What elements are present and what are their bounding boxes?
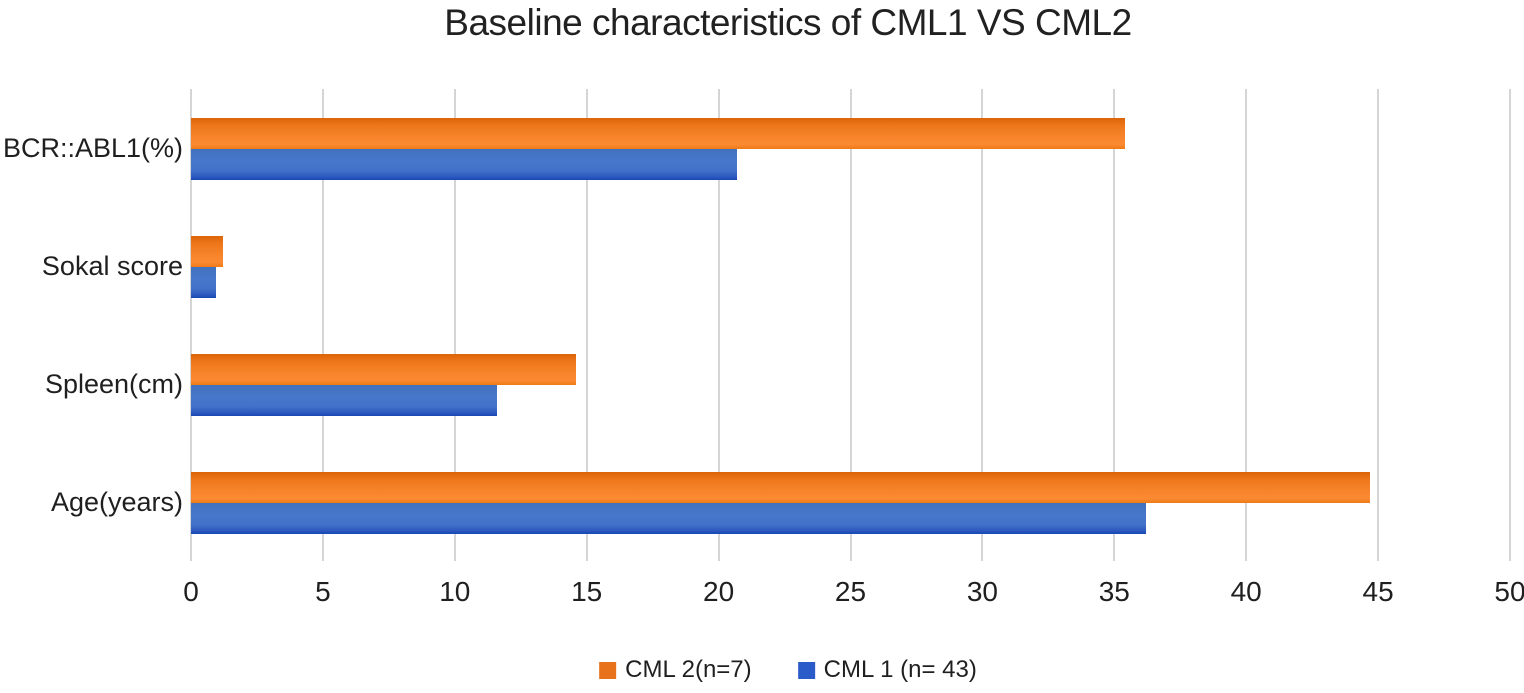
gridline xyxy=(190,89,192,561)
x-tick-label: 30 xyxy=(966,576,998,607)
bar-cml1-0 xyxy=(191,149,738,180)
x-tick-label: 15 xyxy=(571,576,603,607)
x-tick-label: 20 xyxy=(703,576,735,607)
x-tick-label: 50 xyxy=(1494,576,1524,607)
gridline xyxy=(1113,89,1116,561)
bar-cml1-3 xyxy=(191,503,1146,534)
bar-cml2-2 xyxy=(191,354,577,385)
gridline xyxy=(321,89,324,561)
legend-label-cml2: CML 2(n=7) xyxy=(625,656,752,683)
gridline xyxy=(1509,89,1511,561)
chart-title: Baseline characteristics of CML1 VS CML2 xyxy=(444,2,1132,43)
gridline xyxy=(717,89,720,561)
bar-cml1-2 xyxy=(191,385,497,416)
bar-cml2-3 xyxy=(191,472,1371,503)
bar-cml2-1 xyxy=(191,236,223,267)
legend-item-cml2: CML 2(n=7) xyxy=(599,656,752,684)
x-tick-label: 5 xyxy=(315,576,331,607)
bar-cml2-0 xyxy=(191,118,1125,149)
gridline xyxy=(981,89,984,561)
gridline xyxy=(453,89,456,561)
x-tick-label: 45 xyxy=(1362,576,1394,607)
gridline xyxy=(1245,89,1248,561)
x-tick-label: 40 xyxy=(1230,576,1262,607)
category-label: Spleen(cm) xyxy=(44,368,183,399)
x-tick-label: 0 xyxy=(183,576,199,607)
gridline xyxy=(585,89,588,561)
legend-item-cml1: CML 1 (n= 43) xyxy=(797,656,977,684)
gridline xyxy=(1377,89,1380,561)
bar-cml1-1 xyxy=(191,267,217,298)
legend-swatch-cml2 xyxy=(599,661,617,679)
x-tick-label: 35 xyxy=(1098,576,1130,607)
category-label: BCR::ABL1(%) xyxy=(2,132,183,163)
legend: CML 2(n=7) CML 1 (n= 43) xyxy=(599,656,977,684)
x-tick-label: 25 xyxy=(834,576,867,607)
legend-label-cml1: CML 1 (n= 43) xyxy=(823,656,977,683)
plot-area xyxy=(190,89,1511,561)
category-label: Sokal score xyxy=(41,250,183,281)
x-tick-label: 10 xyxy=(439,576,471,607)
legend-swatch-cml1 xyxy=(797,661,815,679)
category-label: Age(years) xyxy=(50,486,183,517)
gridline xyxy=(849,89,852,561)
value-axis: 0 5 10 15 20 25 30 35 40 45 50 xyxy=(183,576,1524,616)
